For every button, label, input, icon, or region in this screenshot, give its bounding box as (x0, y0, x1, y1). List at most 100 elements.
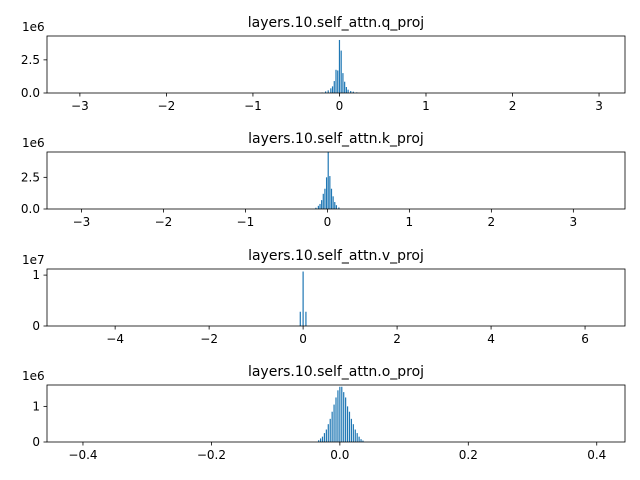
histogram-bar (319, 438, 322, 442)
subplot-v-proj: layers.10.self_attn.v_proj 1e7 −4 −2 0 2 4 6 0… (22, 248, 626, 346)
histogram-bar (319, 203, 321, 209)
x-tick-label: 0.2 (459, 448, 478, 462)
y-tick-label: 0 (32, 319, 40, 333)
x-tick-label: −2 (200, 332, 218, 346)
histogram-bar (333, 81, 335, 93)
histogram-bar (335, 397, 337, 442)
histogram-bar (338, 207, 340, 209)
subplot-title: layers.10.self_attn.q_proj (248, 15, 424, 31)
y-multiplier-label: 1e6 (22, 369, 45, 383)
histogram-bar (324, 188, 326, 209)
histogram-bar (302, 271, 304, 326)
subplot-title: layers.10.self_attn.k_proj (248, 131, 424, 147)
x-tick-label: 2 (509, 99, 517, 113)
histogram-bar (350, 418, 353, 442)
histogram-bar (338, 39, 341, 93)
y-tick-label: 0 (32, 435, 40, 449)
x-tick-label: 0.4 (587, 448, 606, 462)
subplot-q-proj: layers.10.self_attn.q_proj 1e6 −3 −2 −1 0 1 2… (21, 15, 626, 113)
histogram-bar (354, 429, 356, 442)
histogram-bar (332, 196, 334, 209)
axes-frame (46, 268, 626, 327)
histogram-bar (342, 73, 344, 93)
axes-frame (46, 35, 626, 94)
x-tick-label: −1 (237, 215, 255, 229)
histogram-bar (337, 390, 339, 442)
histogram-bar (330, 88, 332, 93)
y-multiplier-label: 1e6 (22, 20, 45, 34)
x-tick-label: 0 (324, 215, 332, 229)
histogram-bar (334, 202, 336, 209)
y-tick-label: 0.0 (21, 202, 40, 216)
y-tick-label: 2.5 (21, 170, 40, 184)
x-tick-label: 1 (406, 215, 414, 229)
x-tick-label: 0 (299, 332, 307, 346)
x-tick-label: 3 (570, 215, 578, 229)
histogram-bar (360, 439, 362, 442)
x-tick-label: 2 (488, 215, 496, 229)
histogram-bar (352, 424, 354, 442)
y-tick-label: 1 (32, 399, 40, 413)
x-tick-label: 3 (595, 99, 603, 113)
y-multiplier-label: 1e7 (22, 253, 45, 267)
subplot-title: layers.10.self_attn.o_proj (248, 364, 424, 380)
histogram-bar (321, 200, 323, 209)
x-tick-label: −0.2 (197, 448, 226, 462)
histogram-bar (343, 392, 345, 443)
histogram-bar (350, 91, 352, 93)
x-tick-label: 0 (336, 99, 344, 113)
x-tick-label: 0.0 (330, 448, 349, 462)
histogram-bar (327, 90, 329, 93)
axes-frame (46, 151, 626, 210)
histogram-bar (339, 386, 341, 442)
histogram-bar (341, 386, 343, 442)
x-tick-label: 6 (581, 332, 589, 346)
x-tick-label: −0.4 (68, 448, 97, 462)
histogram-bar (347, 89, 349, 93)
subplot-o-proj: layers.10.self_attn.o_proj 1e6 −0.4 −0.2 0… (22, 364, 626, 462)
histogram-bar (340, 50, 342, 93)
subplot-k-proj: layers.10.self_attn.k_proj 1e6 −3 −2 −1 0 1 2… (21, 131, 626, 229)
histogram-bar (329, 418, 331, 442)
histogram-bar (325, 91, 327, 93)
histogram-bar (333, 404, 335, 442)
histogram-bar (352, 91, 354, 93)
histogram-bar (327, 424, 329, 442)
histogram-bar (356, 433, 358, 442)
histogram-bar (325, 429, 327, 442)
histogram-bar (329, 176, 331, 209)
x-tick-label: −3 (71, 99, 89, 113)
x-tick-label: −2 (158, 99, 176, 113)
histogram-bar (362, 440, 364, 442)
y-tick-label: 2.5 (21, 53, 40, 67)
histogram-bar (317, 205, 319, 209)
histogram-bar (321, 436, 324, 442)
histogram-bar (335, 69, 337, 93)
histogram-bar (331, 411, 333, 442)
histogram-bar (305, 311, 307, 326)
histogram-bar (315, 207, 317, 209)
y-tick-label: 0.0 (21, 86, 40, 100)
x-tick-label: −2 (155, 215, 173, 229)
histogram-bar (345, 397, 347, 442)
histogram-bar (323, 433, 326, 442)
x-tick-label: 2 (393, 332, 401, 346)
histogram-bar (346, 406, 349, 443)
histogram-bar (348, 411, 351, 442)
histogram-bar (331, 86, 334, 93)
x-tick-label: −3 (73, 215, 91, 229)
histogram-bar (318, 440, 320, 442)
histogram-bar (330, 188, 333, 209)
x-tick-label: 4 (487, 332, 495, 346)
subplot-title: layers.10.self_attn.v_proj (248, 248, 424, 264)
axes-frame (46, 384, 626, 443)
histogram-bar (322, 193, 324, 209)
histogram-bar (337, 70, 339, 93)
x-tick-label: 1 (422, 99, 430, 113)
x-tick-label: −4 (106, 332, 124, 346)
y-multiplier-label: 1e6 (22, 136, 45, 150)
histogram-bar (327, 152, 329, 209)
histogram-bar (335, 205, 338, 209)
